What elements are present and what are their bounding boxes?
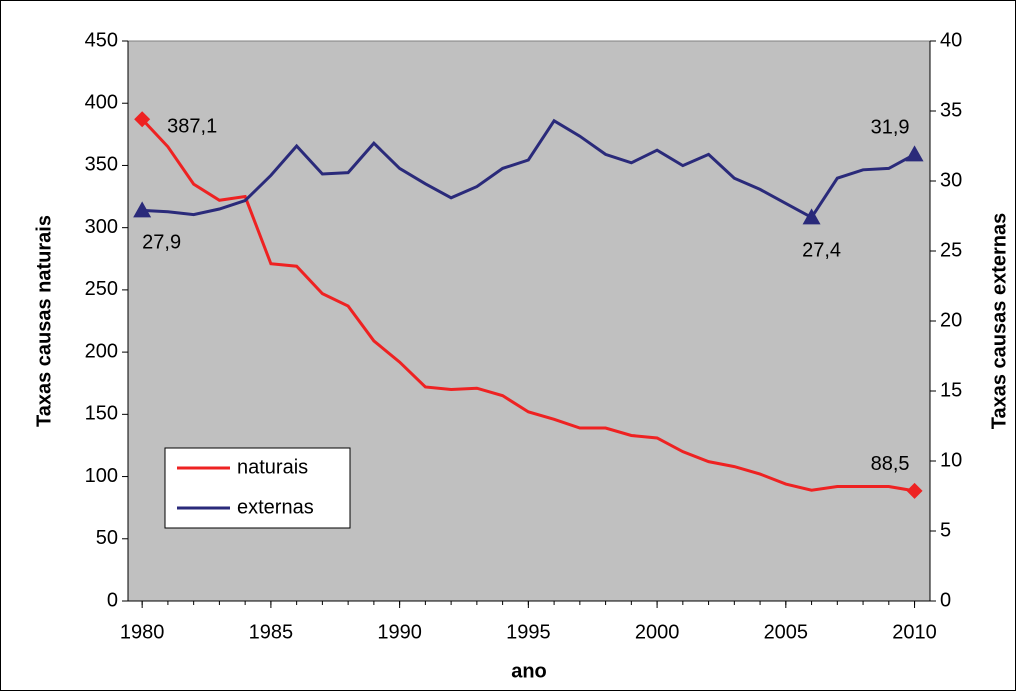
y-tick-label: 50 — [96, 527, 118, 549]
data-label: 27,9 — [142, 232, 181, 254]
y2-axis-title: Taxas causas externas — [988, 213, 1010, 429]
data-label: 88,5 — [871, 453, 910, 475]
series-line — [141, 118, 915, 493]
data-label: 27,4 — [802, 240, 841, 262]
x-tick-label: 1985 — [249, 621, 294, 643]
x-tick-label: 2000 — [635, 621, 680, 643]
y2-tick-label: 15 — [940, 379, 962, 401]
x-axis-title: ano — [511, 660, 547, 682]
point-marker — [906, 482, 923, 499]
data-label: 387,1 — [167, 116, 217, 138]
y2-tick-label: 40 — [940, 29, 962, 51]
y2-tick-label: 35 — [940, 99, 962, 121]
series-line — [142, 118, 916, 220]
point-marker — [133, 201, 152, 218]
legend-box — [164, 447, 351, 529]
y2-tick-label: 20 — [940, 309, 962, 331]
point-marker — [134, 111, 151, 128]
legend-label: externas — [237, 496, 314, 518]
y-tick-label: 250 — [85, 278, 118, 300]
y2-tick-label: 25 — [940, 239, 962, 261]
point-marker — [802, 208, 821, 225]
y2-tick-label: 30 — [940, 169, 962, 191]
x-tick-label: 1995 — [506, 621, 551, 643]
y-tick-label: 400 — [85, 92, 118, 114]
y-tick-label: 100 — [85, 465, 118, 487]
y2-tick-label: 5 — [940, 519, 951, 541]
y-tick-label: 200 — [85, 340, 118, 362]
y-tick-label: 0 — [107, 589, 118, 611]
y2-tick-label: 10 — [940, 449, 962, 471]
y2-tick-label: 0 — [940, 589, 951, 611]
y-axis-title: Taxas causas naturais — [33, 215, 55, 427]
point-marker — [905, 145, 924, 162]
x-tick-label: 2005 — [764, 621, 809, 643]
y-tick-label: 450 — [85, 29, 118, 51]
legend-label: naturais — [237, 456, 308, 478]
x-tick-label: 2010 — [892, 621, 937, 643]
data-label: 31,9 — [871, 117, 910, 139]
x-tick-label: 1980 — [120, 621, 165, 643]
y-tick-label: 150 — [85, 403, 118, 425]
y-tick-label: 300 — [85, 216, 118, 238]
y-tick-label: 350 — [85, 154, 118, 176]
x-tick-label: 1990 — [377, 621, 422, 643]
